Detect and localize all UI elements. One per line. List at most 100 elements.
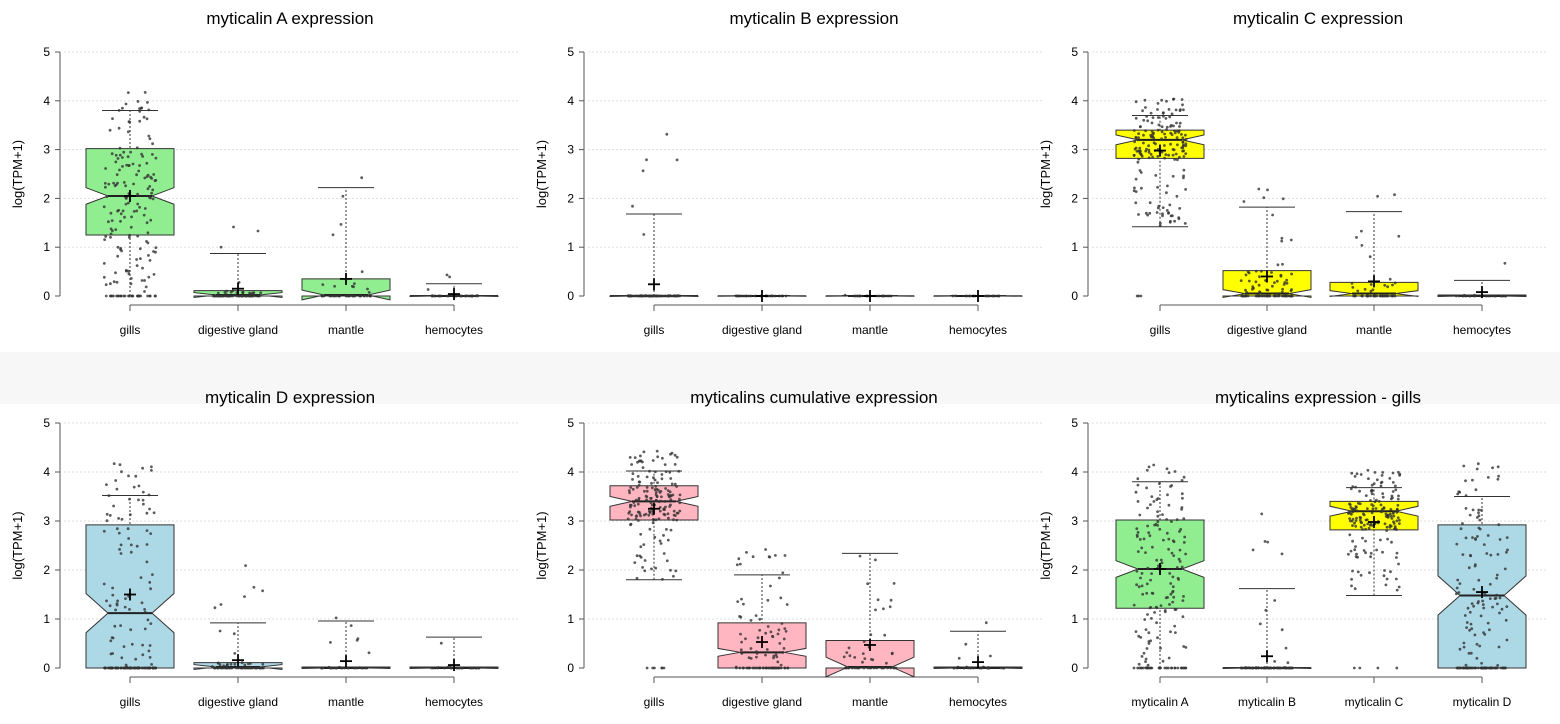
y-axis-label: log(TPM+1) (1038, 140, 1053, 208)
data-point (662, 666, 666, 670)
data-point (239, 666, 242, 670)
data-point (1485, 666, 1489, 670)
data-point (1370, 489, 1374, 493)
data-point (138, 247, 142, 251)
data-point (1169, 214, 1173, 218)
data-point (1136, 138, 1140, 142)
data-point (128, 513, 132, 517)
data-point (1146, 613, 1149, 616)
data-point (675, 294, 679, 298)
data-point (662, 534, 665, 537)
data-point (456, 666, 460, 670)
data-point (1257, 283, 1261, 287)
data-point (141, 653, 145, 657)
data-point (1147, 640, 1151, 643)
data-point (1266, 540, 1270, 544)
data-point (120, 517, 124, 521)
data-point (355, 638, 359, 642)
data-point (1354, 524, 1358, 528)
data-point (669, 568, 672, 572)
data-point (138, 205, 142, 209)
data-point (1172, 595, 1176, 599)
data-point (1144, 657, 1148, 661)
data-point (345, 294, 349, 298)
data-point (1143, 98, 1147, 102)
data-point (654, 493, 658, 496)
data-point (143, 666, 147, 670)
data-point (656, 455, 660, 459)
data-point (1175, 136, 1179, 140)
x-tick-label: hemocytes (949, 323, 1007, 337)
data-point (1138, 666, 1141, 670)
x-tick-label: myticalin D (1453, 695, 1512, 709)
data-point (130, 215, 134, 219)
data-point (121, 165, 124, 168)
data-point (1142, 537, 1146, 541)
data-point (1134, 630, 1138, 633)
data-point (1356, 570, 1360, 574)
data-point (216, 661, 220, 665)
data-point (1144, 660, 1147, 663)
data-point (108, 514, 112, 517)
data-point (1169, 219, 1172, 223)
data-point (102, 262, 106, 265)
data-point (1272, 294, 1276, 298)
data-point (446, 665, 450, 669)
data-point (627, 511, 631, 515)
data-point (1178, 530, 1181, 533)
data-point (1162, 114, 1165, 118)
data-point (739, 648, 743, 652)
data-point (1464, 494, 1468, 498)
data-point (1158, 666, 1162, 670)
data-point (636, 510, 640, 514)
data-point (140, 279, 144, 282)
data-point (126, 527, 130, 531)
data-point (653, 470, 657, 474)
data-point (648, 294, 651, 298)
data-point (758, 617, 762, 621)
data-point (448, 275, 451, 279)
data-point (127, 537, 130, 540)
data-point (627, 489, 631, 492)
data-point (1165, 666, 1169, 670)
data-point (1359, 525, 1363, 529)
data-point (1353, 548, 1357, 552)
data-point (118, 463, 122, 467)
data-point (1381, 550, 1384, 554)
data-point (1168, 203, 1172, 207)
x-tick-label: gills (644, 695, 665, 709)
data-point (1169, 592, 1173, 596)
data-point (1390, 294, 1393, 298)
data-point (1182, 475, 1186, 479)
data-point (445, 294, 449, 298)
data-point (751, 555, 755, 559)
data-point (115, 602, 119, 605)
data-point (1180, 479, 1184, 482)
data-point (1247, 271, 1251, 275)
data-point (210, 665, 214, 668)
data-point (786, 666, 790, 670)
data-point (145, 161, 149, 165)
data-point (223, 290, 227, 294)
data-point (1490, 666, 1493, 670)
data-point (1265, 288, 1269, 292)
x-tick-label: mantle (328, 323, 364, 337)
data-point (1135, 569, 1139, 573)
data-point (151, 188, 155, 192)
data-point (252, 585, 256, 589)
data-point (117, 109, 121, 112)
data-point (1140, 572, 1144, 575)
data-point (112, 504, 115, 508)
data-point (1468, 628, 1471, 632)
data-point (1149, 135, 1153, 139)
data-point (1473, 666, 1477, 670)
data-point (149, 175, 153, 179)
data-point (1134, 190, 1138, 194)
chart-panel-2: myticalin B expression log(TPM+1) 0 1 2 3 4 5 gi… (534, 9, 1044, 337)
data-point (886, 666, 890, 670)
data-point (1496, 477, 1500, 481)
data-point (1391, 283, 1394, 287)
data-point (128, 294, 132, 298)
data-point (1158, 221, 1162, 225)
data-point (1505, 638, 1509, 642)
